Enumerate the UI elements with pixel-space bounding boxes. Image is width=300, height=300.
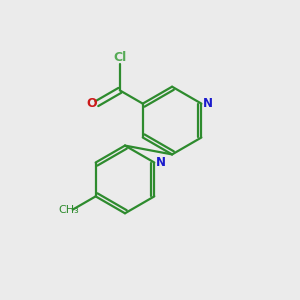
Text: N: N bbox=[156, 156, 166, 169]
Text: O: O bbox=[86, 97, 97, 110]
Text: CH₃: CH₃ bbox=[58, 205, 79, 214]
Text: Cl: Cl bbox=[113, 51, 126, 64]
Text: N: N bbox=[203, 97, 213, 110]
